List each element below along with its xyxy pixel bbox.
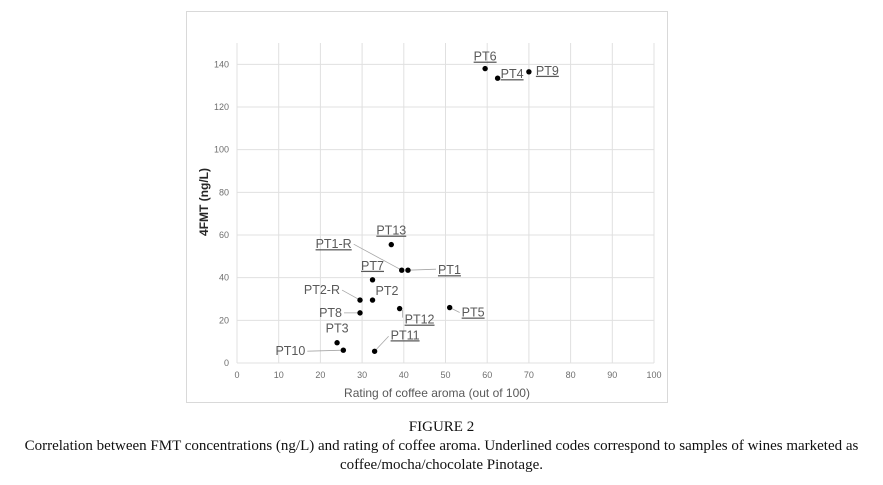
- data-point: [357, 310, 363, 316]
- point-label: PT3: [326, 322, 349, 336]
- data-point: [399, 267, 405, 273]
- leader-line: [353, 243, 402, 271]
- figure-caption: Correlation between FMT concentrations (…: [24, 438, 859, 473]
- data-point: [405, 267, 411, 273]
- leader-lines: [307, 243, 460, 352]
- point-label: PT1-R: [316, 237, 352, 251]
- data-point: [369, 277, 376, 283]
- x-tick-label: 50: [440, 370, 450, 380]
- figure-title: FIGURE 2: [408, 419, 475, 435]
- y-tick-label: 120: [214, 102, 229, 112]
- leader-line: [307, 349, 344, 352]
- y-tick-label: 40: [219, 273, 229, 283]
- x-tick-label: 60: [482, 370, 492, 380]
- x-tick-label: 80: [566, 370, 576, 380]
- point-label: PT2: [376, 284, 399, 298]
- x-tick-label: 100: [646, 370, 661, 380]
- scatter-plot: 0 10 20 30 40 50 60 70 80 90 100 0 20 40 60 80 100 120 14…: [197, 43, 662, 400]
- x-axis-ticks: 0 10 20 30 40 50 60 70 80 90 100: [234, 370, 661, 380]
- y-tick-label: 80: [219, 187, 229, 197]
- leader-line: [374, 335, 389, 352]
- y-tick-label: 20: [219, 315, 229, 325]
- y-axis-title: 4FMT (ng/L): [197, 168, 211, 236]
- x-tick-label: 40: [399, 370, 409, 380]
- data-point: [369, 297, 376, 303]
- y-axis-ticks: 0 20 40 60 80 100 120 140: [214, 59, 229, 368]
- data-point: [482, 65, 488, 72]
- point-label: PT9: [536, 64, 559, 78]
- data-point: [526, 69, 532, 75]
- point-label: PT11: [391, 328, 420, 342]
- point-label: PT8: [319, 306, 342, 320]
- point-label: PT12: [405, 313, 435, 327]
- x-tick-label: 10: [274, 370, 284, 380]
- data-points: [334, 65, 532, 354]
- y-tick-label: 140: [214, 59, 229, 69]
- point-label: PT4: [501, 67, 524, 81]
- leader-line: [407, 268, 436, 271]
- data-point: [494, 75, 501, 81]
- leader-line: [341, 289, 361, 301]
- data-point: [371, 348, 378, 354]
- data-point: [446, 304, 453, 311]
- point-label: PT5: [462, 306, 485, 320]
- point-label: PT13: [376, 224, 406, 238]
- chart-frame: 0 10 20 30 40 50 60 70 80 90 100 0 20 40 60 80 100 120 14…: [186, 11, 668, 403]
- point-label: PT1: [438, 263, 461, 277]
- point-label: PT2-R: [304, 283, 340, 297]
- gridlines: [236, 43, 655, 364]
- data-point: [396, 305, 403, 312]
- data-point: [357, 297, 363, 303]
- x-tick-label: 30: [357, 370, 367, 380]
- data-point: [388, 241, 394, 248]
- data-point: [340, 347, 347, 353]
- point-label: PT10: [275, 344, 305, 358]
- point-label: PT7: [361, 259, 384, 273]
- x-tick-label: 90: [607, 370, 617, 380]
- x-axis-title: Rating of coffee aroma (out of 100): [344, 386, 530, 400]
- x-tick-label: 0: [234, 370, 239, 380]
- y-tick-label: 100: [214, 145, 229, 155]
- y-tick-label: 0: [224, 358, 229, 368]
- data-point: [334, 340, 340, 346]
- point-label: PT6: [474, 50, 497, 64]
- x-tick-label: 70: [524, 370, 534, 380]
- x-tick-label: 20: [315, 370, 325, 380]
- y-tick-label: 60: [219, 230, 229, 240]
